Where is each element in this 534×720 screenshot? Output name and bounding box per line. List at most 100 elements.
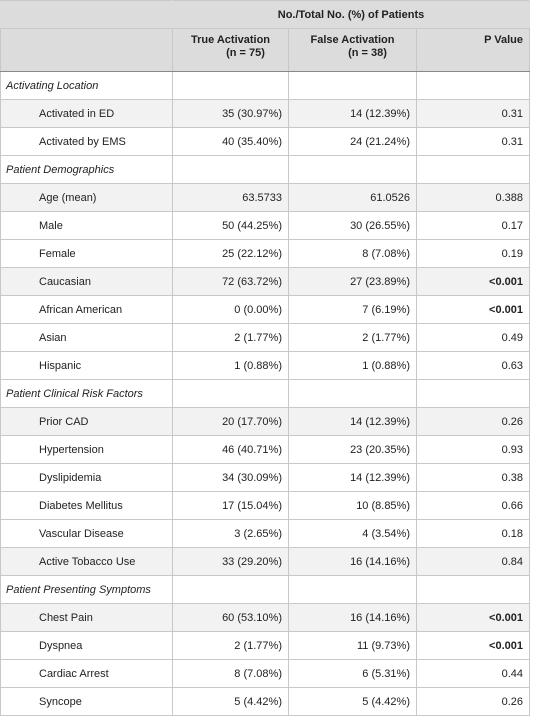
section-title: Patient Demographics <box>0 155 173 184</box>
data-row: Female 25 (22.12%) 8 (7.08%) 0.19 <box>0 239 530 268</box>
value-cell: 34 (30.09%) <box>172 463 289 492</box>
row-label: Prior CAD <box>0 407 173 436</box>
value-cell: 2 (1.77%) <box>288 323 417 352</box>
value-cell: 24 (21.24%) <box>288 127 417 156</box>
p-value: <0.001 <box>416 295 530 324</box>
value-cell: 14 (12.39%) <box>288 99 417 128</box>
section-row: Activating Location <box>0 71 530 100</box>
value-cell: 11 (9.73%) <box>288 631 417 660</box>
value-cell: 0 (0.00%) <box>172 295 289 324</box>
row-label: African American <box>0 295 173 324</box>
column-name: P Value <box>484 34 523 46</box>
row-label: Syncope <box>0 687 173 716</box>
value-cell: 14 (12.39%) <box>288 463 417 492</box>
value-cell: 25 (22.12%) <box>172 239 289 268</box>
value-cell: 61.0526 <box>288 183 417 212</box>
p-value: 0.93 <box>416 435 530 464</box>
row-label: Female <box>0 239 173 268</box>
value-cell: 23 (20.35%) <box>288 435 417 464</box>
value-cell: 6 (5.31%) <box>288 659 417 688</box>
row-label: Asian <box>0 323 173 352</box>
empty-cell <box>172 575 289 604</box>
p-value: 0.49 <box>416 323 530 352</box>
section-title: Patient Clinical Risk Factors <box>0 379 173 408</box>
value-cell: 27 (23.89%) <box>288 267 417 296</box>
p-value: 0.19 <box>416 239 530 268</box>
empty-cell <box>172 379 289 408</box>
row-label: Age (mean) <box>0 183 173 212</box>
value-cell: 40 (35.40%) <box>172 127 289 156</box>
data-row: Chest Pain 60 (53.10%) 16 (14.16%) <0.001 <box>0 603 530 632</box>
data-row: African American 0 (0.00%) 7 (6.19%) <0.001 <box>0 295 530 324</box>
value-cell: 2 (1.77%) <box>172 631 289 660</box>
data-row: Dyslipidemia 34 (30.09%) 14 (12.39%) 0.38 <box>0 463 530 492</box>
value-cell: 2 (1.77%) <box>172 323 289 352</box>
column-n: (n = 38) <box>348 47 387 59</box>
group-header: No./Total No. (%) of Patients <box>172 0 530 29</box>
row-label: Male <box>0 211 173 240</box>
value-cell: 1 (0.88%) <box>172 351 289 380</box>
value-cell: 50 (44.25%) <box>172 211 289 240</box>
empty-cell <box>416 379 530 408</box>
data-row: Diabetes Mellitus 17 (15.04%) 10 (8.85%) 0.… <box>0 491 530 520</box>
data-row: Male 50 (44.25%) 30 (26.55%) 0.17 <box>0 211 530 240</box>
value-cell: 5 (4.42%) <box>288 687 417 716</box>
p-value: 0.44 <box>416 659 530 688</box>
value-cell: 17 (15.04%) <box>172 491 289 520</box>
empty-cell <box>288 71 417 100</box>
empty-cell <box>416 71 530 100</box>
section-row: Patient Clinical Risk Factors <box>0 379 530 408</box>
data-row: Asian 2 (1.77%) 2 (1.77%) 0.49 <box>0 323 530 352</box>
value-cell: 35 (30.97%) <box>172 99 289 128</box>
row-label: Hypertension <box>0 435 173 464</box>
row-label: Diabetes Mellitus <box>0 491 173 520</box>
group-header-row: No./Total No. (%) of Patients <box>0 0 530 29</box>
empty-cell <box>172 155 289 184</box>
data-row: Activated by EMS 40 (35.40%) 24 (21.24%) 0.… <box>0 127 530 156</box>
column-header: True Activation (n = 75) <box>172 28 289 72</box>
value-cell: 20 (17.70%) <box>172 407 289 436</box>
p-value: 0.26 <box>416 407 530 436</box>
row-label: Caucasian <box>0 267 173 296</box>
data-row: Syncope 5 (4.42%) 5 (4.42%) 0.26 <box>0 687 530 716</box>
p-value: <0.001 <box>416 603 530 632</box>
empty-cell <box>416 155 530 184</box>
column-header: False Activation (n = 38) <box>288 28 417 72</box>
value-cell: 46 (40.71%) <box>172 435 289 464</box>
data-row: Activated in ED 35 (30.97%) 14 (12.39%) 0.3… <box>0 99 530 128</box>
p-value: 0.26 <box>416 687 530 716</box>
value-cell: 10 (8.85%) <box>288 491 417 520</box>
row-label: Activated in ED <box>0 99 173 128</box>
row-label: Vascular Disease <box>0 519 173 548</box>
section-title: Activating Location <box>0 71 173 100</box>
value-cell: 16 (14.16%) <box>288 547 417 576</box>
data-row: Cardiac Arrest 8 (7.08%) 6 (5.31%) 0.44 <box>0 659 530 688</box>
empty-cell <box>172 71 289 100</box>
section-row: Patient Presenting Symptoms <box>0 575 530 604</box>
header-cell <box>0 28 173 72</box>
p-value: 0.31 <box>416 127 530 156</box>
row-label: Activated by EMS <box>0 127 173 156</box>
row-label: Cardiac Arrest <box>0 659 173 688</box>
row-label: Dyslipidemia <box>0 463 173 492</box>
row-label: Chest Pain <box>0 603 173 632</box>
row-label: Hispanic <box>0 351 173 380</box>
p-value: 0.31 <box>416 99 530 128</box>
value-cell: 33 (29.20%) <box>172 547 289 576</box>
value-cell: 4 (3.54%) <box>288 519 417 548</box>
p-value: <0.001 <box>416 267 530 296</box>
row-label: Dyspnea <box>0 631 173 660</box>
section-row: Patient Demographics <box>0 155 530 184</box>
p-value: 0.18 <box>416 519 530 548</box>
column-header-row: True Activation (n = 75) False Activation(… <box>0 28 530 72</box>
value-cell: 63.5733 <box>172 183 289 212</box>
p-value: 0.63 <box>416 351 530 380</box>
value-cell: 7 (6.19%) <box>288 295 417 324</box>
p-value: 0.388 <box>416 183 530 212</box>
value-cell: 14 (12.39%) <box>288 407 417 436</box>
p-value: 0.38 <box>416 463 530 492</box>
column-name: False Activation <box>310 34 395 46</box>
